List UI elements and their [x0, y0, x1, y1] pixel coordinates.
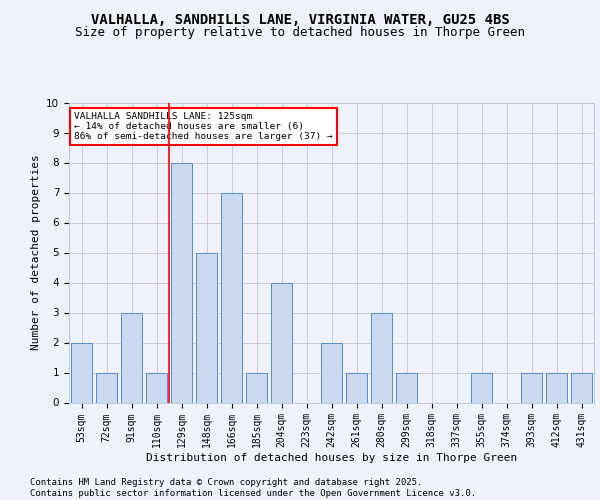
Bar — [146, 372, 167, 402]
Bar — [471, 372, 492, 402]
Bar — [321, 342, 342, 402]
X-axis label: Distribution of detached houses by size in Thorpe Green: Distribution of detached houses by size … — [146, 453, 517, 463]
Bar — [396, 372, 417, 402]
Bar — [546, 372, 567, 402]
Bar — [346, 372, 367, 402]
Bar — [196, 252, 217, 402]
Text: Size of property relative to detached houses in Thorpe Green: Size of property relative to detached ho… — [75, 26, 525, 39]
Text: VALHALLA SANDHILLS LANE: 125sqm
← 14% of detached houses are smaller (6)
86% of : VALHALLA SANDHILLS LANE: 125sqm ← 14% of… — [74, 112, 333, 142]
Bar — [371, 312, 392, 402]
Bar — [96, 372, 117, 402]
Text: Contains HM Land Registry data © Crown copyright and database right 2025.
Contai: Contains HM Land Registry data © Crown c… — [30, 478, 476, 498]
Bar — [171, 162, 192, 402]
Bar — [246, 372, 267, 402]
Bar — [271, 282, 292, 403]
Y-axis label: Number of detached properties: Number of detached properties — [31, 154, 41, 350]
Bar — [571, 372, 592, 402]
Bar — [71, 342, 92, 402]
Bar — [121, 312, 142, 402]
Bar — [521, 372, 542, 402]
Text: VALHALLA, SANDHILLS LANE, VIRGINIA WATER, GU25 4BS: VALHALLA, SANDHILLS LANE, VIRGINIA WATER… — [91, 12, 509, 26]
Bar — [221, 192, 242, 402]
